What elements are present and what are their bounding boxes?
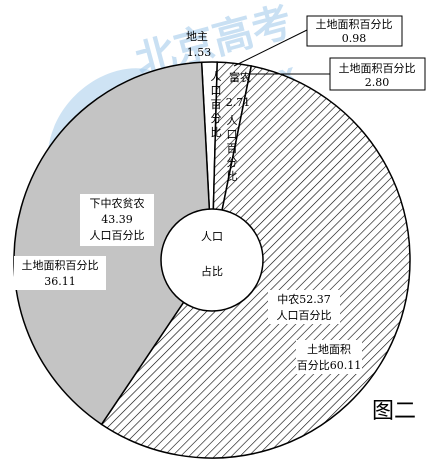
dizhu-pop-value: 1.53 xyxy=(187,46,212,59)
zhongnong-land-label-bg xyxy=(296,340,362,374)
dizhu-pop-caption: 人口百分比 xyxy=(211,70,222,139)
funong-pop-caption-char: 比 xyxy=(227,170,238,183)
dizhu-land-value: 0.98 xyxy=(342,32,367,45)
callout-line-dizhu xyxy=(233,29,308,67)
funong-pop-caption-char: 分 xyxy=(227,156,238,169)
dizhu-land-caption: 土地面积百分比 xyxy=(316,18,393,31)
funong-pop-caption: 人口百分比 xyxy=(227,114,238,183)
xiazhong-pop-label-bg xyxy=(80,194,154,246)
zhongnong-land-value: 百分比60.11 xyxy=(297,359,362,372)
xiazhong-pop-value: 43.39 xyxy=(101,213,133,226)
dizhu-pop-caption-char: 百 xyxy=(211,98,222,111)
xiazhong-pop-caption: 人口百分比 xyxy=(90,229,145,242)
dizhu-pop-caption-char: 人 xyxy=(211,70,222,83)
callout-box-dizhu xyxy=(306,15,403,47)
callout-box-funong xyxy=(329,57,426,91)
zhongnong-pop-label-bg xyxy=(268,290,340,324)
funong-pop-caption-char: 人 xyxy=(227,114,238,127)
funong-name: 富农 xyxy=(229,70,251,84)
xiazhong-land-label-bg xyxy=(14,256,106,290)
xiazhong-land-caption: 土地面积百分比 xyxy=(22,259,99,272)
funong-pop-caption-char: 口 xyxy=(227,128,238,141)
center-label-line2: 占比 xyxy=(201,264,223,278)
funong-pop-value: 2.71 xyxy=(226,96,251,109)
figure-label: 图二 xyxy=(372,399,416,424)
dizhu-name: 地主 xyxy=(186,30,208,43)
dizhu-pop-caption-char: 比 xyxy=(211,126,222,139)
xiazhong-name: 下中农贫农 xyxy=(90,196,145,210)
funong-pop-caption-char: 百 xyxy=(227,142,238,155)
dizhu-pop-caption-char: 分 xyxy=(211,112,222,125)
funong-land-value: 2.80 xyxy=(365,76,390,89)
center-hole xyxy=(160,208,264,312)
xiazhong-land-value: 36.11 xyxy=(44,275,76,288)
dizhu-pop-caption-char: 口 xyxy=(211,84,222,97)
center-label-line1: 人口 xyxy=(201,230,223,243)
funong-land-caption: 土地面积百分比 xyxy=(339,62,416,75)
zhongnong-pop-caption: 人口百分比 xyxy=(277,309,332,322)
zhongnong-pop-value: 中农52.37 xyxy=(277,292,331,306)
zhongnong-land-caption: 土地面积 xyxy=(307,343,351,356)
